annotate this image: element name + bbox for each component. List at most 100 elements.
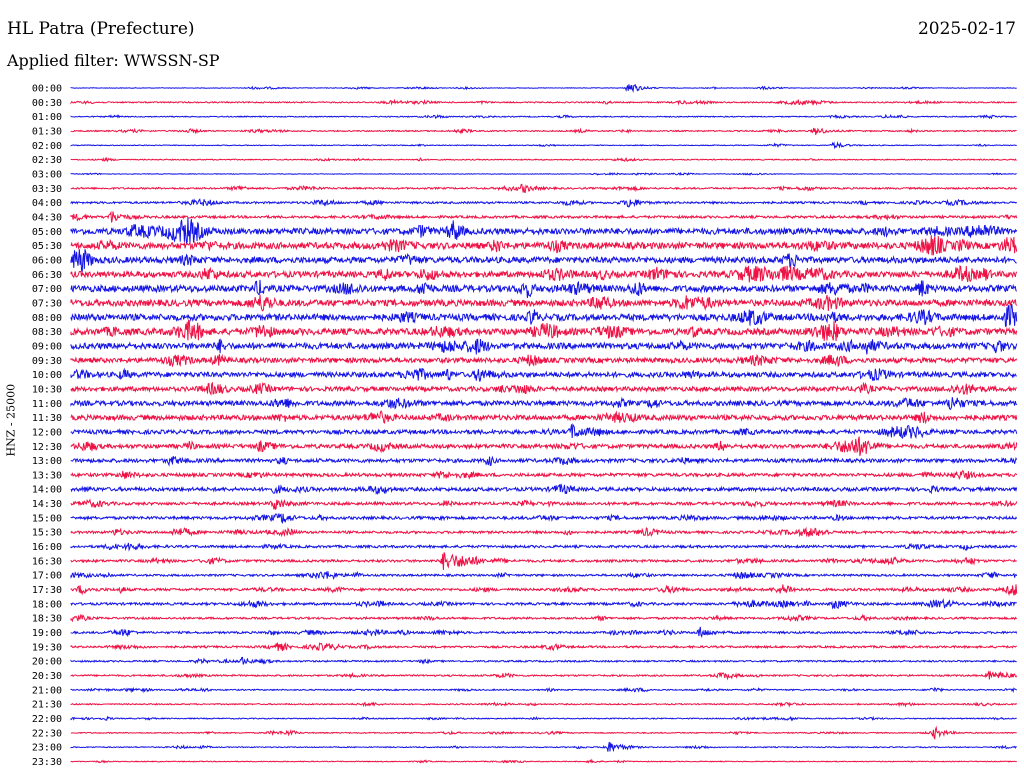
- trace-row-1030: [70, 381, 1017, 396]
- trace-row-0000: [70, 83, 1017, 93]
- trace-row-0430: [70, 210, 1018, 223]
- time-tick-2130: 21:30: [32, 700, 62, 711]
- time-tick-0130: 01:30: [32, 126, 62, 137]
- time-tick-0900: 09:00: [32, 341, 62, 352]
- time-tick-0500: 05:00: [32, 227, 62, 238]
- time-tick-1230: 12:30: [32, 442, 62, 453]
- time-tick-labels: 00:00 00:30 01:00 01:30 02:00 02:30 03:00 03:30…: [32, 84, 62, 769]
- trace-row-2200: [70, 715, 1017, 722]
- trace-row-1300: [70, 455, 1018, 467]
- trace-row-1330: [70, 469, 1018, 481]
- time-tick-0800: 08:00: [32, 313, 62, 324]
- trace-row-1400: [70, 483, 1018, 496]
- time-tick-0400: 04:00: [32, 198, 62, 209]
- trace-row-2300: [70, 741, 1017, 753]
- trace-row-0030: [70, 98, 1017, 106]
- trace-row-0630: [70, 264, 1018, 283]
- time-tick-2230: 22:30: [32, 728, 62, 739]
- trace-row-0500: [70, 217, 1018, 245]
- trace-row-2230: [70, 725, 1017, 740]
- time-tick-1100: 11:00: [32, 399, 62, 410]
- trace-row-1900: [70, 626, 1018, 639]
- time-tick-0300: 03:00: [32, 169, 62, 180]
- time-tick-1930: 19:30: [32, 642, 62, 653]
- trace-row-1130: [70, 410, 1018, 425]
- trace-row-1530: [70, 526, 1018, 538]
- time-tick-1400: 14:00: [32, 485, 62, 496]
- time-tick-2200: 22:00: [32, 714, 62, 725]
- time-tick-2330: 23:30: [32, 757, 62, 768]
- time-tick-1600: 16:00: [32, 542, 62, 553]
- trace-row-0230: [70, 156, 1017, 163]
- time-tick-1130: 11:30: [32, 413, 62, 424]
- time-tick-1000: 10:00: [32, 370, 62, 381]
- time-tick-0630: 06:30: [32, 270, 62, 281]
- trace-row-0700: [70, 279, 1018, 299]
- trace-row-2130: [70, 701, 1018, 708]
- time-tick-2030: 20:30: [32, 671, 62, 682]
- trace-row-2100: [70, 686, 1018, 694]
- trace-row-2030: [70, 669, 1018, 681]
- trace-row-1430: [70, 498, 1018, 511]
- trace-row-0600: [70, 249, 1017, 273]
- trace-row-1500: [70, 513, 1018, 525]
- time-tick-0700: 07:00: [32, 284, 62, 295]
- time-tick-1330: 13:30: [32, 470, 62, 481]
- trace-row-0830: [70, 319, 1018, 342]
- trace-row-2000: [70, 656, 1017, 665]
- trace-row-1730: [70, 584, 1018, 597]
- time-tick-0830: 08:30: [32, 327, 62, 338]
- trace-row-2330: [70, 758, 1017, 764]
- time-tick-0530: 05:30: [32, 241, 62, 252]
- time-tick-1500: 15:00: [32, 513, 62, 524]
- time-tick-0930: 09:30: [32, 356, 62, 367]
- filter-label: Applied filter: WWSSN-SP: [7, 51, 220, 70]
- time-tick-0730: 07:30: [32, 298, 62, 309]
- station-title: HL Patra (Prefecture): [7, 19, 195, 39]
- trace-row-1600: [70, 542, 1018, 552]
- time-tick-1300: 13:00: [32, 456, 62, 467]
- trace-row-0930: [70, 353, 1018, 368]
- trace-row-0100: [70, 113, 1017, 120]
- trace-row-1830: [70, 613, 1018, 623]
- trace-row-0900: [70, 338, 1018, 355]
- time-tick-1800: 18:00: [32, 599, 62, 610]
- time-tick-1900: 19:00: [32, 628, 62, 639]
- trace-row-1630: [70, 552, 1017, 571]
- trace-row-0330: [70, 183, 1018, 194]
- time-tick-2000: 20:00: [32, 657, 62, 668]
- trace-row-0400: [70, 198, 1018, 208]
- time-tick-1700: 17:00: [32, 571, 62, 582]
- time-tick-1830: 18:30: [32, 614, 62, 625]
- trace-row-1100: [70, 396, 1018, 411]
- trace-row-1700: [70, 570, 1018, 580]
- date-label: 2025-02-17: [917, 19, 1016, 39]
- time-tick-0330: 03:30: [32, 184, 62, 195]
- time-tick-1430: 14:30: [32, 499, 62, 510]
- trace-row-0800: [70, 303, 1018, 328]
- time-tick-1630: 16:30: [32, 556, 62, 567]
- trace-row-1000: [70, 367, 1017, 382]
- seismogram-traces: [70, 83, 1018, 764]
- time-tick-0000: 00:00: [32, 84, 62, 95]
- time-tick-0030: 00:30: [32, 98, 62, 109]
- trace-row-1230: [70, 436, 1018, 457]
- time-tick-0200: 02:00: [32, 141, 62, 152]
- trace-row-1930: [70, 641, 1017, 652]
- trace-row-1200: [70, 422, 1018, 439]
- time-tick-0600: 06:00: [32, 255, 62, 266]
- time-tick-2300: 23:00: [32, 743, 62, 754]
- time-tick-0230: 02:30: [32, 155, 62, 166]
- trace-row-1800: [70, 598, 1017, 610]
- time-tick-0100: 01:00: [32, 112, 62, 123]
- trace-row-0200: [70, 141, 1017, 150]
- time-tick-2100: 21:00: [32, 685, 62, 696]
- time-tick-1200: 12:00: [32, 427, 62, 438]
- time-tick-1530: 15:30: [32, 528, 62, 539]
- trace-row-0130: [70, 127, 1017, 135]
- time-tick-1730: 17:30: [32, 585, 62, 596]
- trace-row-0530: [70, 235, 1018, 256]
- time-tick-1030: 10:30: [32, 384, 62, 395]
- trace-row-0300: [70, 171, 1017, 177]
